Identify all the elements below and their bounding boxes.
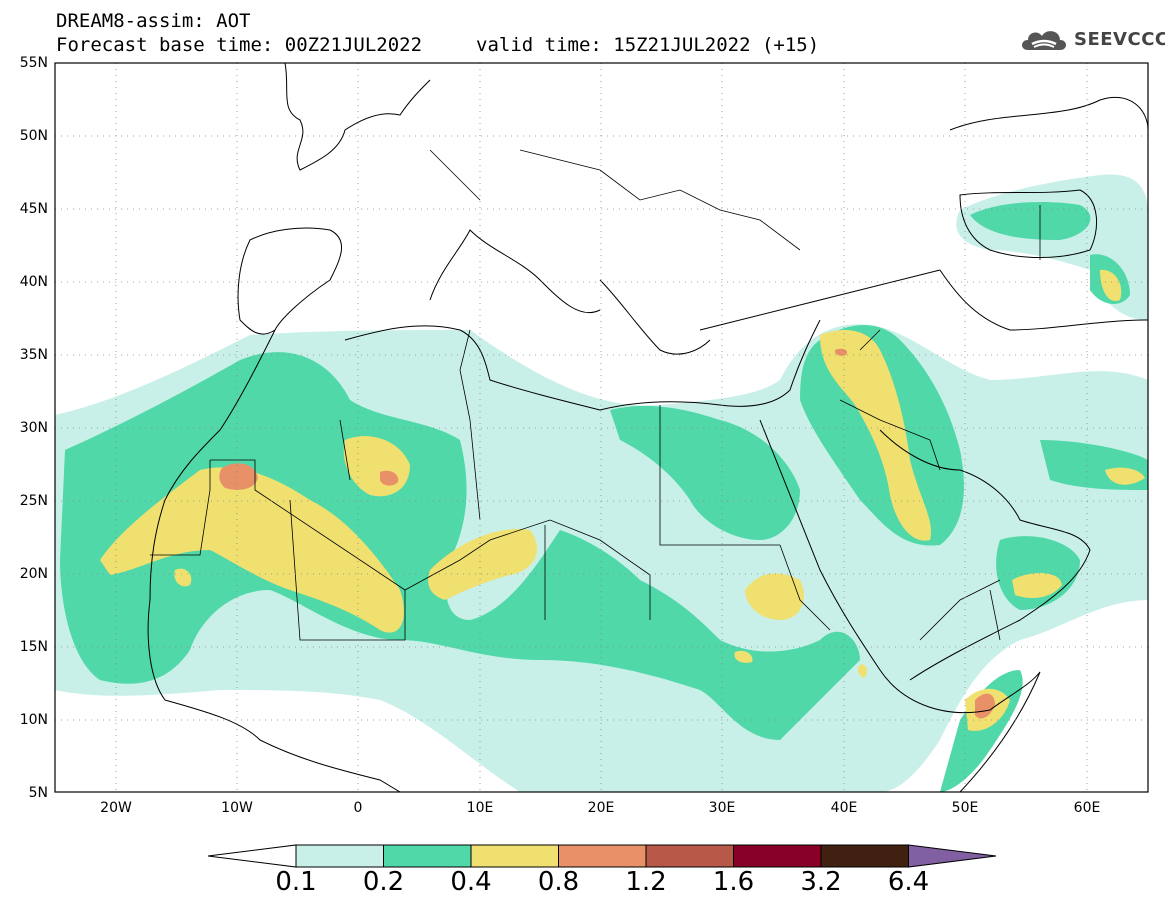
colorbar-bin bbox=[733, 844, 822, 868]
lat-label: 50N bbox=[20, 128, 48, 144]
lon-label: 10E bbox=[467, 800, 494, 816]
coastlines bbox=[147, 63, 1148, 792]
map-frame bbox=[54, 62, 1149, 793]
country-borders bbox=[150, 149, 1041, 641]
lat-label: 20N bbox=[20, 566, 48, 582]
lat-axis: 5N 10N 15N 20N 25N 30N 35N 40N 45N 50N 5… bbox=[20, 55, 48, 801]
colorbar-label: 0.1 bbox=[275, 867, 317, 897]
lon-label: 30E bbox=[709, 800, 736, 816]
lat-label: 40N bbox=[20, 274, 48, 290]
lon-axis: 20W 10W 0 10E 20E 30E 40E 50E 60E bbox=[100, 800, 1100, 816]
colorbar-label: 0.2 bbox=[362, 867, 405, 897]
lat-label: 25N bbox=[20, 493, 48, 509]
valid-time: valid time: 15Z21JUL2022 (+15) bbox=[476, 34, 820, 56]
colorbar bbox=[207, 844, 997, 868]
aot-band-0.4 bbox=[100, 269, 1145, 731]
lat-label: 10N bbox=[20, 712, 48, 728]
base-time: Forecast base time: 00Z21JUL2022 bbox=[56, 34, 423, 56]
colorbar-label: 6.4 bbox=[887, 867, 930, 897]
forecast-times: Forecast base time: 00Z21JUL2022 valid ti… bbox=[56, 34, 819, 56]
logo-text: SEEVCCC bbox=[1074, 28, 1165, 50]
lon-label: 40E bbox=[831, 800, 858, 816]
seevccc-logo: SEEVCCC bbox=[1018, 24, 1165, 54]
colorbar-bin bbox=[558, 844, 647, 868]
colorbar-bin bbox=[470, 844, 559, 868]
colorbar-label: 0.4 bbox=[450, 867, 492, 897]
colorbar-label: 3.2 bbox=[800, 867, 842, 897]
colorbar-label: 1.2 bbox=[625, 867, 667, 897]
colorbar-bin bbox=[295, 844, 384, 868]
map-title: DREAM8-assim: AOT bbox=[56, 10, 251, 32]
lat-label: 55N bbox=[20, 55, 48, 71]
graticule bbox=[55, 63, 1148, 792]
lat-label: 35N bbox=[20, 347, 48, 363]
colorbar-bin bbox=[820, 844, 909, 868]
lat-label: 45N bbox=[20, 201, 48, 217]
lon-label: 20E bbox=[588, 800, 615, 816]
colorbar-bin bbox=[645, 844, 734, 868]
colorbar-over bbox=[908, 844, 997, 868]
lat-label: 15N bbox=[20, 639, 48, 655]
colorbar-under bbox=[207, 844, 297, 868]
colorbar-bin bbox=[383, 844, 472, 868]
lat-label: 5N bbox=[29, 785, 48, 801]
lon-label: 50E bbox=[952, 800, 979, 816]
lon-label: 0 bbox=[354, 800, 363, 816]
lon-label: 10W bbox=[221, 800, 253, 816]
aot-band-0.8 bbox=[219, 348, 995, 719]
cloud-icon bbox=[1022, 31, 1066, 50]
lon-label: 20W bbox=[100, 800, 132, 816]
aot-field bbox=[55, 63, 1148, 792]
colorbar-label: 0.8 bbox=[537, 867, 580, 897]
lat-label: 30N bbox=[20, 420, 48, 436]
lon-label: 60E bbox=[1074, 800, 1101, 816]
colorbar-label: 1.6 bbox=[712, 867, 755, 897]
